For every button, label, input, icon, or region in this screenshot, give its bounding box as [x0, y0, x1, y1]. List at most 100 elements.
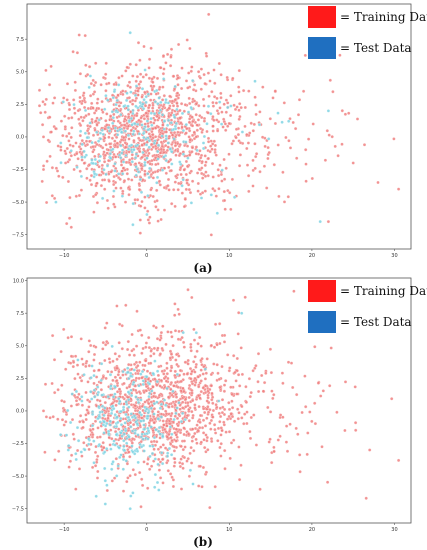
training-point — [156, 447, 161, 451]
training-point — [237, 108, 241, 112]
training-point — [117, 341, 121, 345]
training-point — [67, 131, 71, 136]
training-point — [140, 351, 144, 355]
training-point — [103, 400, 107, 405]
training-point — [48, 154, 52, 159]
training-point — [158, 85, 162, 89]
training-point — [173, 460, 177, 465]
test-point — [141, 150, 145, 155]
training-point — [185, 164, 190, 168]
training-point — [231, 298, 236, 302]
training-point — [130, 178, 134, 182]
training-point — [82, 91, 86, 95]
training-point — [161, 443, 165, 447]
training-point — [91, 427, 95, 431]
training-point — [168, 94, 172, 98]
training-point — [158, 338, 162, 342]
training-point — [187, 135, 191, 139]
training-point — [222, 383, 227, 387]
training-point — [126, 339, 130, 344]
training-point — [151, 176, 155, 180]
training-point — [126, 124, 131, 128]
training-point — [143, 195, 147, 199]
training-point — [105, 151, 109, 155]
training-point — [123, 141, 127, 145]
training-point — [152, 407, 157, 411]
training-point — [197, 393, 201, 398]
test-point — [218, 100, 222, 104]
training-point — [213, 150, 217, 155]
training-point — [101, 347, 105, 351]
training-point — [328, 384, 332, 388]
training-point — [187, 395, 191, 400]
training-point — [194, 145, 199, 149]
training-point — [140, 95, 144, 99]
training-point — [222, 177, 227, 181]
test-point — [112, 189, 116, 193]
training-point — [191, 434, 196, 439]
training-point — [92, 83, 96, 88]
test-point — [232, 195, 237, 199]
test-point — [98, 410, 102, 414]
training-point — [78, 414, 83, 418]
test-point — [143, 163, 147, 167]
training-point — [285, 449, 290, 453]
test-point — [124, 412, 128, 417]
training-point — [79, 337, 83, 341]
training-point — [103, 136, 107, 140]
training-point — [214, 153, 218, 157]
training-point — [202, 119, 207, 123]
test-point — [165, 454, 170, 458]
training-point — [233, 370, 237, 375]
training-point — [89, 343, 93, 348]
test-point — [115, 415, 119, 419]
test-point — [126, 366, 130, 370]
training-point — [89, 182, 94, 187]
training-point — [313, 401, 317, 405]
training-point — [54, 166, 59, 170]
training-point — [178, 108, 182, 113]
training-point — [200, 191, 205, 195]
training-point — [219, 73, 223, 77]
training-point — [91, 150, 95, 154]
test-point — [160, 134, 164, 138]
test-point — [134, 152, 139, 156]
training-point — [306, 137, 311, 141]
training-point — [147, 57, 152, 61]
y-tick-label: −5.0 — [12, 200, 24, 206]
test-point — [129, 90, 133, 94]
training-point — [87, 405, 91, 409]
test-point — [164, 158, 168, 163]
training-point — [200, 115, 204, 120]
training-point — [325, 129, 329, 133]
training-point — [240, 416, 244, 420]
test-point — [150, 389, 154, 393]
test-point — [97, 118, 101, 122]
training-point — [206, 448, 210, 452]
training-point — [80, 138, 84, 143]
training-point — [180, 191, 184, 195]
test-point — [162, 155, 166, 159]
test-point — [97, 404, 101, 409]
training-point — [115, 378, 119, 383]
test-point — [146, 411, 150, 415]
training-point — [224, 110, 228, 114]
training-point — [149, 98, 153, 102]
training-point — [77, 392, 81, 396]
training-point — [140, 416, 144, 420]
training-point — [212, 423, 217, 427]
legend-swatch-training-b — [308, 280, 336, 302]
training-point — [72, 106, 77, 110]
training-point — [189, 445, 193, 450]
test-point — [178, 160, 182, 164]
test-point — [92, 388, 97, 392]
training-point — [199, 389, 203, 394]
training-point — [179, 86, 184, 91]
test-point — [162, 119, 167, 123]
test-point — [131, 132, 135, 136]
scatter-panel-b: −10 0 10 20 30 −7.5 −5.0 −2.5 0.0 2.5 5.0 7.5 10.0 =… — [0, 276, 427, 550]
training-point — [188, 138, 192, 142]
training-point — [102, 446, 106, 450]
test-point — [113, 162, 117, 166]
training-point — [190, 398, 195, 403]
